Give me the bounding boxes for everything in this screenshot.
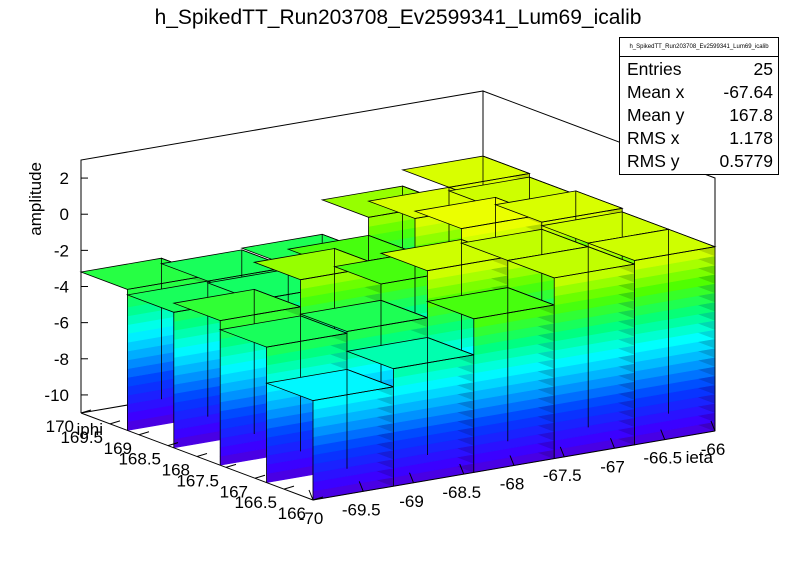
- stats-label: RMS y: [627, 151, 680, 171]
- x-tick-label: -69: [399, 492, 424, 511]
- ieta-axis-label: ieta: [686, 448, 714, 467]
- y-tick-label: 169: [104, 439, 132, 458]
- z-tick-label: 2: [60, 169, 69, 188]
- y-tick-label: 166: [278, 504, 306, 523]
- bar-side-edge: [426, 336, 474, 455]
- x-tick-label: -68: [500, 475, 525, 494]
- x-tick-mark: [710, 420, 716, 432]
- y-tick-label: 166.5: [234, 493, 277, 512]
- bar-side-edge: [668, 228, 716, 414]
- bars-group: [79, 155, 717, 501]
- y-tick-label: 167: [220, 482, 248, 501]
- stats-row: Mean y 167.8: [620, 103, 778, 126]
- x-tick-label: -68.5: [442, 483, 481, 502]
- x-tick-label: -67: [600, 457, 625, 476]
- stats-row: RMS x 1.178: [620, 126, 778, 149]
- y-tick-label: 167.5: [176, 471, 219, 490]
- y-tick-mark: [283, 485, 295, 490]
- y-tick-label: 168.5: [118, 450, 161, 469]
- stats-label: Mean y: [627, 105, 685, 125]
- stats-row: Mean x -67.64: [620, 80, 778, 103]
- bar-front-edge: [634, 246, 716, 445]
- iphi-axis-label: iphi: [77, 420, 103, 439]
- stats-label: Entries: [627, 59, 682, 79]
- y-tick-label: 168: [162, 461, 190, 480]
- stats-label: Mean x: [627, 82, 685, 102]
- x-tick-label: -69.5: [342, 500, 381, 519]
- x-tick-label: -66: [701, 440, 726, 459]
- y-tick-mark: [225, 463, 237, 468]
- stats-row: Entries 25: [620, 57, 778, 80]
- x-tick-label: -66.5: [643, 449, 682, 468]
- z-tick-label: 0: [60, 205, 69, 224]
- bar: [425, 287, 556, 473]
- z-tick-label: -10: [44, 386, 69, 405]
- x-tick-mark: [459, 463, 465, 475]
- y-tick-mark: [167, 442, 179, 447]
- y-tick-mark: [138, 431, 150, 436]
- stats-value: 1.178: [729, 128, 773, 148]
- amplitude-axis-label: amplitude: [26, 162, 45, 236]
- x-tick-mark: [660, 429, 666, 440]
- stats-box: h_SpikedTT_Run203708_Ev2599341_Lum69_ica…: [619, 37, 779, 175]
- y-tick-mark: [254, 474, 266, 479]
- stats-value: -67.64: [723, 82, 773, 102]
- z-tick-label: -4: [54, 278, 69, 297]
- bar-side-edge: [253, 288, 301, 434]
- stats-value: 0.5779: [719, 151, 773, 171]
- x-tick-mark: [409, 472, 414, 483]
- z-tick-label: -8: [54, 350, 69, 369]
- y-tick-label: 169.5: [60, 428, 103, 447]
- x-tick-mark: [358, 481, 364, 492]
- bar-side-edge: [507, 287, 555, 442]
- stats-value: 25: [753, 59, 773, 79]
- x-tick-label: -70: [299, 509, 324, 528]
- x-tick-mark: [610, 438, 615, 449]
- bar-side-edge: [587, 246, 635, 428]
- x-tick-mark: [509, 455, 515, 466]
- y-tick-mark: [312, 496, 324, 501]
- y-tick-mark: [196, 453, 208, 457]
- bar: [265, 368, 395, 501]
- stats-value: 167.8: [729, 105, 773, 125]
- stats-label: RMS x: [627, 128, 680, 148]
- chart-title: h_SpikedTT_Run203708_Ev2599341_Lum69_ica…: [154, 6, 642, 29]
- y-tick-label: 170: [46, 417, 74, 436]
- x-tick-mark: [559, 446, 565, 458]
- x-tick-label: -67.5: [543, 466, 582, 485]
- z-tick-label: -2: [54, 241, 69, 260]
- stats-title: h_SpikedTT_Run203708_Ev2599341_Lum69_ica…: [620, 38, 778, 57]
- x-tick-mark: [308, 489, 314, 501]
- bar-side-edge: [300, 315, 348, 452]
- bar-side-edge: [346, 368, 394, 469]
- y-tick-mark: [80, 409, 92, 414]
- stats-row: RMS y 0.5779: [620, 149, 778, 172]
- bar: [586, 228, 717, 446]
- z-tick-label: -6: [54, 314, 69, 333]
- y-tick-mark: [109, 420, 121, 425]
